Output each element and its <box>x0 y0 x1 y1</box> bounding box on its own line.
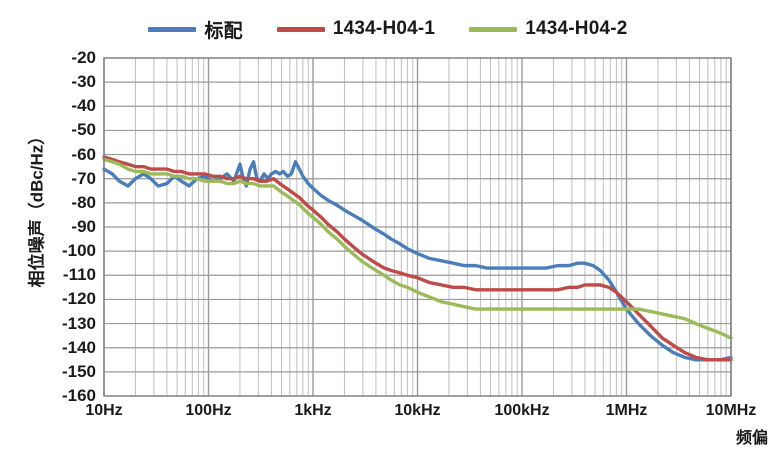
y-tick-label: -160 <box>61 386 96 405</box>
legend-swatch-1434-h04-1 <box>276 26 325 32</box>
y-tick-label: -150 <box>61 361 96 381</box>
y-axis-tick-labels: -20 -30 -40 -50 -60 -70 -80 -90 -100 -110 -120 -130… <box>34 0 96 459</box>
x-tick-label: 100Hz <box>185 402 232 419</box>
x-tick-label: 1MHz <box>605 402 648 419</box>
x-tick-label: 1kHz <box>294 402 332 419</box>
y-tick-label: -30 <box>71 72 96 92</box>
y-tick-label: -50 <box>71 120 96 140</box>
legend-label-1434-h04-2: 1434-H04-2 <box>525 18 628 39</box>
y-tick-label: -60 <box>71 144 96 164</box>
legend-item-2: 1434-H04-2 <box>469 18 627 40</box>
legend-label-biaopei: 标配 <box>204 20 243 42</box>
x-axis-title: 频偏 <box>735 430 768 447</box>
series-line-1 <box>102 155 733 362</box>
y-tick-label: -100 <box>61 241 96 261</box>
series-layer <box>102 155 733 362</box>
series-line-0 <box>102 160 733 362</box>
y-tick-label: -120 <box>61 289 96 309</box>
y-tick-label: -140 <box>61 337 96 357</box>
chart-legend: 标配 1434-H04-1 1434-H04-2 <box>0 14 776 44</box>
y-tick-label: -130 <box>61 313 96 333</box>
y-tick-label: -40 <box>71 96 96 116</box>
y-tick-label: -20 <box>71 48 96 67</box>
y-tick-label: -90 <box>71 217 96 236</box>
x-tick-label: 10kHz <box>394 402 441 419</box>
x-tick-label: 10MHz <box>705 402 757 419</box>
y-tick-label: -80 <box>71 192 96 212</box>
legend-item-1: 1434-H04-1 <box>276 18 436 40</box>
legend-item-0: 标配 <box>148 16 243 43</box>
legend-swatch-1434-h04-2 <box>469 26 518 32</box>
legend-swatch-biaopei <box>148 26 197 32</box>
y-tick-label: -110 <box>62 265 96 285</box>
x-tick-label: 10Hz <box>85 402 123 419</box>
legend-label-1434-h04-1: 1434-H04-1 <box>332 18 436 39</box>
x-tick-label: 100kHz <box>494 402 550 419</box>
y-tick-label: -70 <box>71 168 96 188</box>
plot-frame <box>103 57 732 397</box>
series-line-2 <box>102 157 733 340</box>
